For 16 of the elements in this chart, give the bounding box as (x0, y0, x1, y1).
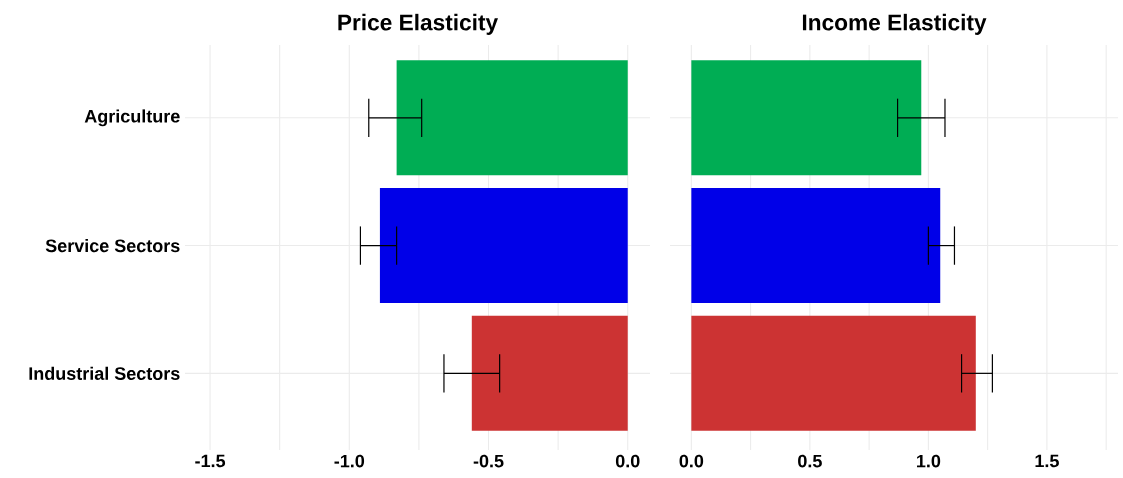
y-tick-label: Industrial Sectors (29, 366, 180, 380)
chart-title: Price Elasticity (338, 13, 498, 35)
x-tick-label: -1.0 (334, 454, 365, 468)
x-tick-label: 1.0 (917, 454, 941, 468)
x-tick-label: 1.5 (1035, 454, 1059, 468)
x-tick-label: -1.5 (195, 454, 226, 468)
x-tick-label: 0.0 (679, 454, 704, 468)
x-tick-label: -0.5 (473, 454, 504, 468)
y-tick-label: Service Sectors (45, 238, 180, 253)
x-tick-label: 0.5 (798, 454, 822, 468)
chart-title: Income Elasticity (802, 13, 987, 35)
bar (691, 60, 922, 176)
bar (691, 315, 976, 431)
y-tick-label: Agriculture (84, 109, 180, 127)
bar (691, 188, 941, 304)
x-tick-label: 0.0 (615, 454, 640, 468)
